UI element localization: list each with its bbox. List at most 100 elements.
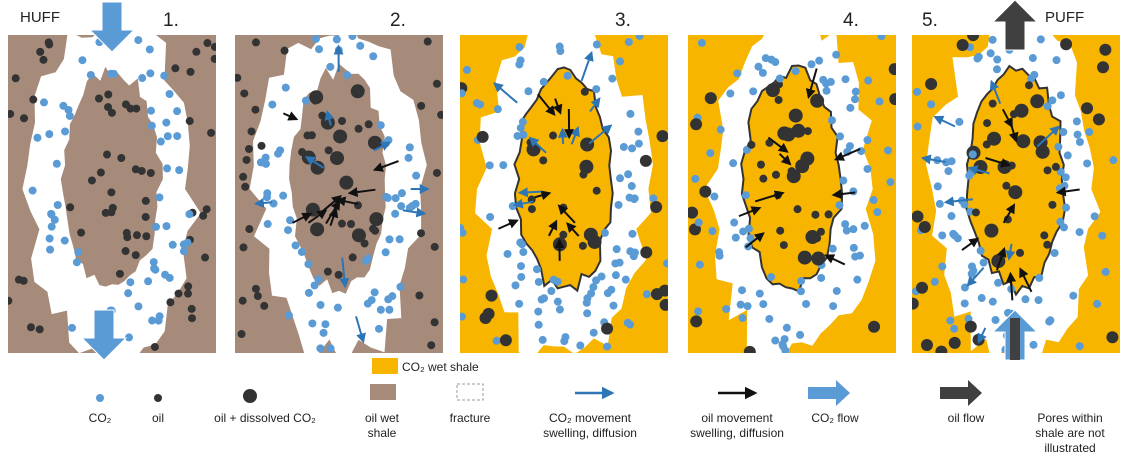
co2-dot xyxy=(846,104,854,112)
co2-dot xyxy=(607,286,615,294)
oil-dot xyxy=(433,80,441,88)
co2-dot xyxy=(459,276,467,284)
co2-dot xyxy=(321,320,329,328)
oil-dot xyxy=(486,290,498,302)
co2-dot xyxy=(622,276,630,284)
oil-dot xyxy=(1099,44,1111,56)
co2-dot xyxy=(612,271,620,279)
co2-dot xyxy=(1044,102,1052,110)
oil-dot xyxy=(777,126,791,140)
oil-dot xyxy=(147,169,155,177)
oil-dot xyxy=(690,315,702,327)
oil-dot xyxy=(339,176,353,190)
co2-dot xyxy=(634,128,642,136)
co2-dot xyxy=(292,241,300,249)
co2-dot xyxy=(412,200,420,208)
co2-dot xyxy=(126,278,134,286)
co2-dot xyxy=(630,195,638,203)
co2-dot xyxy=(833,287,841,295)
oil-dot xyxy=(133,231,141,239)
co2-dot xyxy=(317,301,325,309)
co2-dot xyxy=(48,223,56,231)
co2-dot xyxy=(1029,54,1037,62)
co2-dot xyxy=(576,342,584,350)
legend-label: Pores within xyxy=(1037,411,1102,425)
co2-dot xyxy=(590,329,598,337)
co2-dot xyxy=(792,67,800,75)
co2-dot xyxy=(616,174,624,182)
co2-dot xyxy=(635,140,643,148)
co2-dot xyxy=(759,69,767,77)
panels: 1.2.3.4.5. xyxy=(4,0,1120,371)
legend-label: CO₂ movement xyxy=(549,411,632,425)
oil-dot xyxy=(1016,134,1030,148)
oil-dot xyxy=(549,132,557,140)
oil-dot xyxy=(252,38,260,46)
co2-dot xyxy=(369,52,377,60)
co2-dot xyxy=(515,300,523,308)
co2-dot xyxy=(493,337,501,345)
legend-label: shale xyxy=(368,426,397,440)
oil-dot xyxy=(650,201,662,213)
panel-number: 5. xyxy=(922,10,938,31)
oil-dot xyxy=(351,84,365,98)
co2-dot xyxy=(1060,182,1068,190)
co2-dot xyxy=(1093,300,1101,308)
co2-dot xyxy=(694,307,702,315)
oil-dot xyxy=(132,165,140,173)
oil-dot xyxy=(1052,163,1060,171)
co2-dot xyxy=(977,247,985,255)
oil-dot xyxy=(690,118,702,130)
oil-dot xyxy=(539,156,547,164)
co2-movement-arrow xyxy=(520,192,542,193)
oil-dot xyxy=(1008,185,1022,199)
co2-dot xyxy=(547,287,555,295)
oil-dot xyxy=(303,131,311,139)
oil-dot xyxy=(349,253,357,261)
diagram: 1.2.3.4.5. CO₂ wet shaleCO₂oiloil + diss… xyxy=(0,0,1124,470)
co2-dot xyxy=(459,229,467,237)
co2-dot xyxy=(315,45,323,53)
oil-dot xyxy=(243,156,251,164)
oil-dot xyxy=(1016,249,1024,257)
co2-dot xyxy=(535,321,543,329)
co2-dot xyxy=(643,290,651,298)
co2-dot xyxy=(161,271,169,279)
co2-dot xyxy=(564,72,572,80)
co2-dot xyxy=(759,300,767,308)
oil-dot xyxy=(437,111,445,119)
co2-dot xyxy=(270,200,278,208)
co2-dot xyxy=(691,175,699,183)
oil-dot xyxy=(427,341,435,349)
oil-dot xyxy=(27,323,35,331)
co2-dot xyxy=(783,324,791,332)
co2-dot xyxy=(384,194,392,202)
oil-dot xyxy=(338,117,346,125)
co2-dot xyxy=(968,262,976,270)
co2-dot xyxy=(494,105,502,113)
oil-dot xyxy=(1048,201,1056,209)
oil-dot xyxy=(949,337,961,349)
co2-dot xyxy=(722,305,730,313)
oil-dot xyxy=(88,176,96,184)
oil-dot xyxy=(36,325,44,333)
co2-dot xyxy=(961,299,969,307)
oil-dot xyxy=(1015,104,1029,118)
co2-dot xyxy=(33,134,41,142)
oil-dot xyxy=(318,112,326,120)
legend-label: illustrated xyxy=(1044,441,1095,455)
oil-dot xyxy=(207,129,215,137)
co2-dot xyxy=(486,161,494,169)
oil-dot xyxy=(109,204,117,212)
oil-dot xyxy=(424,38,432,46)
co2-dot xyxy=(87,71,95,79)
co2-dot xyxy=(144,277,152,285)
co2-dot xyxy=(708,227,716,235)
co2-dot xyxy=(499,161,507,169)
oil-dot xyxy=(369,225,377,233)
co2-dot xyxy=(856,252,864,260)
oil-dot xyxy=(97,169,105,177)
co2-dot xyxy=(162,119,170,127)
co2-dot xyxy=(849,225,857,233)
co2-dot xyxy=(1062,204,1070,212)
